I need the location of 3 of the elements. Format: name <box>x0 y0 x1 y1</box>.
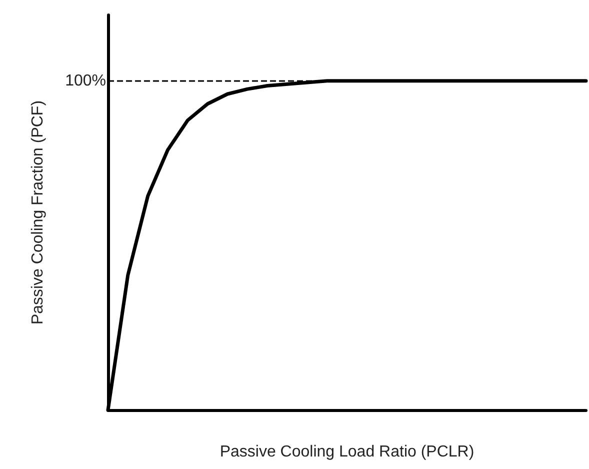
x-axis-title: Passive Cooling Load Ratio (PCLR) <box>220 444 474 460</box>
y-axis-title: Passive Cooling Fraction (PCF) <box>30 100 46 325</box>
ref-line-label: 100% <box>65 72 106 90</box>
